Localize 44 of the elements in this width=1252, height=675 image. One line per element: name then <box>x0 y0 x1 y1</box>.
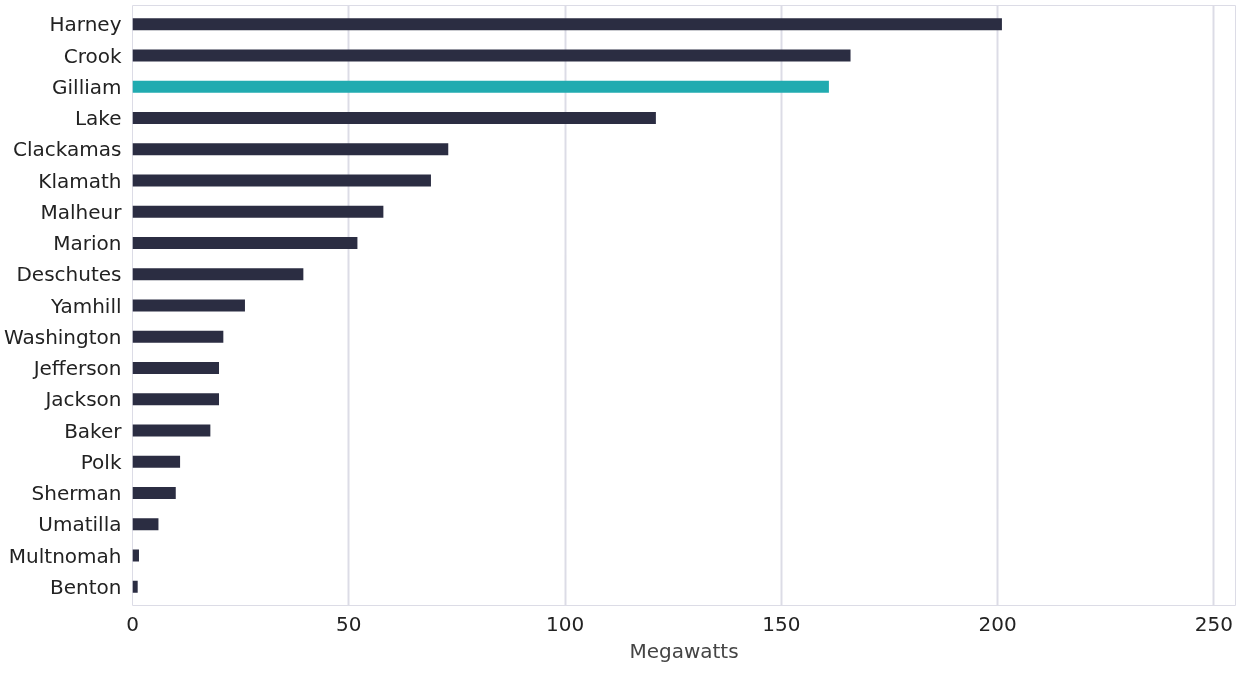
y-tick-label: Harney <box>49 12 122 37</box>
x-tick-label: 50 <box>336 611 362 636</box>
y-tick-label: Malheur <box>40 199 123 224</box>
y-tick-label: Klamath <box>38 168 122 193</box>
bar <box>132 424 211 437</box>
bar <box>132 330 224 343</box>
y-tick-label: Lake <box>74 106 122 130</box>
bar <box>132 393 220 406</box>
y-tick-label: Deschutes <box>16 262 122 287</box>
bar <box>132 49 851 62</box>
x-axis-title: Megawatts <box>629 638 739 663</box>
y-tick-label: Baker <box>64 418 123 443</box>
y-tick-label: Washington <box>3 324 122 349</box>
bar <box>132 237 358 249</box>
x-tick-label: 100 <box>545 611 585 636</box>
y-tick-label: Clackamas <box>13 137 122 162</box>
bar <box>132 362 220 374</box>
bar <box>132 518 159 531</box>
y-tick-label: Sherman <box>31 481 122 505</box>
y-tick-label: Marion <box>53 231 122 255</box>
bar <box>132 143 449 156</box>
y-tick-label: Gilliam <box>52 74 122 99</box>
bar <box>132 299 245 312</box>
bar <box>132 205 384 218</box>
y-tick-label: Multnomah <box>8 543 122 568</box>
y-tick-label: Crook <box>63 43 122 68</box>
x-tick-label: 150 <box>762 611 801 636</box>
y-tick-label: Jackson <box>43 387 122 412</box>
x-tick-label: 200 <box>978 611 1017 636</box>
bar <box>132 580 138 593</box>
y-tick-label: Jefferson <box>31 356 122 380</box>
bar <box>132 487 176 499</box>
bar <box>132 268 304 281</box>
bar <box>132 18 1002 31</box>
y-tick-label: Yamhill <box>49 293 122 318</box>
y-tick-label: Benton <box>50 574 122 599</box>
bar <box>132 174 431 187</box>
x-tick-label: 0 <box>126 611 139 636</box>
y-tick-label: Polk <box>80 449 122 474</box>
y-tick-label: Umatilla <box>38 512 122 537</box>
bar <box>132 112 656 124</box>
bar <box>132 455 181 468</box>
bar <box>132 80 829 93</box>
x-tick-label: 250 <box>1194 611 1233 636</box>
